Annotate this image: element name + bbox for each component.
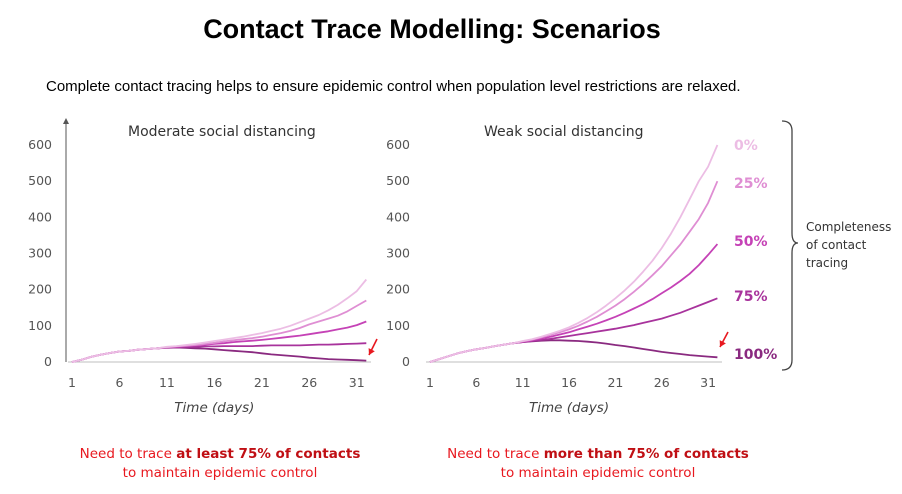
moderate-x-tick-label: 21 (254, 375, 270, 390)
moderate-red-arrow-head (368, 348, 375, 355)
series-label-75pct: 75% (734, 289, 768, 305)
moderate-x-tick-label: 1 (68, 375, 76, 390)
weak-x-tick-label: 26 (654, 375, 670, 390)
brace-label-line-2: of contact (806, 238, 867, 252)
moderate-x-tick-label: 16 (206, 375, 222, 390)
moderate-y-tick-label: 200 (28, 282, 52, 297)
series-label-0pct: 0% (734, 138, 758, 154)
moderate-x-tick-label: 11 (159, 375, 175, 390)
note-left-emphasis: at least 75% of contacts (176, 446, 361, 462)
moderate-series-0pct-line (71, 278, 367, 363)
weak-y-tick-label: 200 (386, 282, 410, 297)
weak-x-tick-label: 6 (472, 375, 480, 390)
weak-y-tick-label: 100 (386, 318, 410, 333)
moderate-y-axis-arrow (63, 118, 69, 124)
weak-series-50pct-line (429, 243, 719, 363)
weak-y-tick-label: 600 (386, 137, 410, 152)
page-title: Contact Trace Modelling: Scenarios (203, 14, 661, 44)
weak-y-tick-label: 300 (386, 246, 410, 261)
moderate-y-tick-label: 600 (28, 137, 52, 152)
weak-series-0pct-line (429, 144, 719, 363)
moderate-y-tick-label: 0 (44, 354, 52, 369)
series-label-50pct: 50% (734, 234, 768, 250)
series-label-100pct: 100% (734, 347, 777, 363)
moderate-y-tick-label: 400 (28, 209, 52, 224)
weak-y-tick-label: 400 (386, 209, 410, 224)
weak-y-tick-label: 500 (386, 173, 410, 188)
moderate-x-tick-label: 31 (349, 375, 365, 390)
moderate-y-tick-label: 500 (28, 173, 52, 188)
weak-x-tick-label: 11 (515, 375, 531, 390)
weak-series-100pct-line (429, 339, 718, 363)
brace-label-line-1: Completeness (806, 220, 891, 234)
weak-red-arrow-head (719, 340, 726, 347)
note-left-prefix: Need to trace (79, 446, 177, 462)
moderate-series-100pct-line (71, 346, 367, 363)
moderate-x-tick-label: 6 (115, 375, 123, 390)
note-right-line2: to maintain epidemic control (500, 465, 696, 481)
weak-x-axis-label: Time (days) (529, 400, 609, 416)
note-right-prefix: Need to trace (447, 446, 544, 462)
weak-x-tick-label: 31 (700, 375, 716, 390)
weak-y-tick-label: 0 (402, 354, 410, 369)
note-left-line2: to maintain epidemic control (122, 465, 318, 481)
moderate-x-tick-label: 26 (301, 375, 317, 390)
weak-x-tick-label: 1 (426, 375, 434, 390)
note-right-emphasis: more than 75% of contacts (543, 446, 749, 462)
moderate-x-axis-label: Time (days) (174, 400, 254, 416)
weak-chart-title: Weak social distancing (484, 124, 644, 140)
series-label-25pct: 25% (734, 176, 768, 192)
completeness-brace (781, 120, 799, 371)
brace-label-line-3: tracing (806, 256, 848, 270)
note-right: Need to trace more than 75% of contacts … (408, 445, 788, 483)
page-subtitle: Complete contact tracing helps to ensure… (46, 78, 741, 95)
weak-x-tick-label: 21 (607, 375, 623, 390)
moderate-chart-title: Moderate social distancing (128, 124, 316, 140)
weak-x-tick-label: 16 (561, 375, 577, 390)
moderate-y-tick-label: 100 (28, 318, 52, 333)
note-left: Need to trace at least 75% of contacts t… (30, 445, 410, 483)
moderate-y-tick-label: 300 (28, 246, 52, 261)
